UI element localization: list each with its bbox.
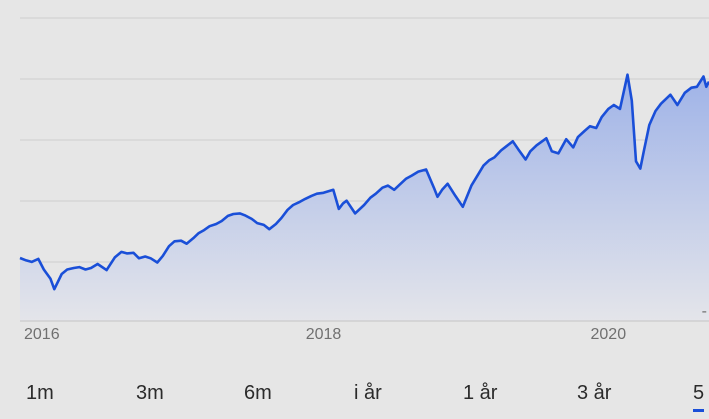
y-tick-label-0: - — [702, 303, 707, 320]
price-area — [20, 74, 709, 321]
range-option-5[interactable]: 3 år — [577, 382, 612, 404]
price-chart: 2016 2018 2020 - — [19, 17, 709, 343]
range-option-6[interactable]: 5 — [693, 382, 705, 412]
x-tick-label-2020: 2020 — [591, 326, 627, 343]
price-line — [19, 73, 709, 291]
range-selector: 1m 3m 6m i år 1 år 3 år 5 — [0, 370, 709, 419]
range-option-1[interactable]: 3m — [136, 382, 164, 404]
x-tick-label-2016: 2016 — [24, 326, 60, 343]
range-option-4[interactable]: 1 år — [463, 382, 498, 404]
range-option-3[interactable]: i år — [354, 382, 382, 404]
x-tick-label-2018: 2018 — [306, 326, 342, 343]
x-axis-ticks: 2016 2018 2020 — [24, 326, 626, 343]
range-option-2[interactable]: 6m — [244, 382, 272, 404]
y-axis-ticks: - — [702, 303, 707, 320]
range-option-0[interactable]: 1m — [26, 382, 54, 404]
